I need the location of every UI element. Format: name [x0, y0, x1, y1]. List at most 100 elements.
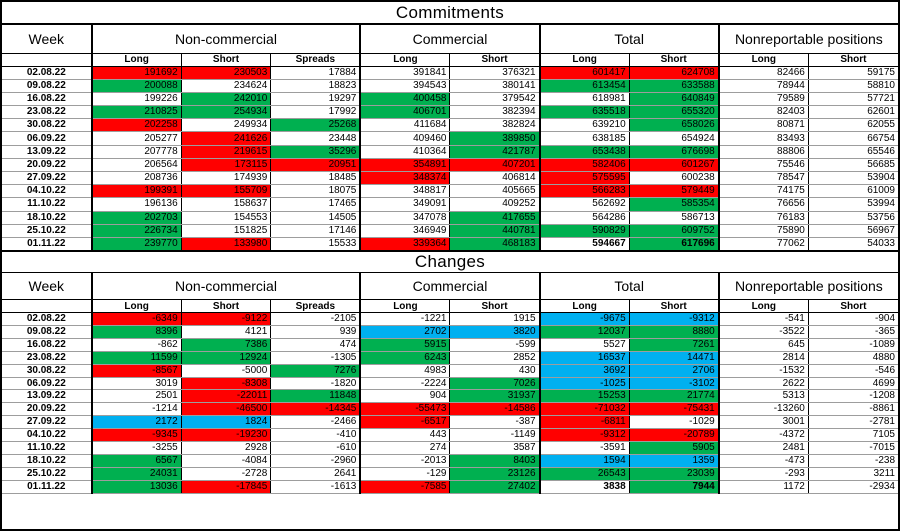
- value-cell: 12924: [181, 351, 272, 365]
- value-cell: 640849: [629, 92, 720, 107]
- value-cell: 653438: [539, 145, 630, 159]
- value-cell: 3692: [539, 364, 630, 378]
- value-cell: 440781: [449, 224, 541, 238]
- value-cell: -2013: [360, 454, 451, 468]
- value-cell: 202258: [91, 118, 182, 133]
- value-cell: 421787: [449, 145, 541, 159]
- value-cell: -2466: [270, 415, 362, 430]
- value-cell: 2172: [91, 415, 182, 430]
- group-header-noncommercial: Non-commercial: [91, 272, 362, 301]
- value-cell: 208736: [91, 171, 182, 186]
- col-header-nc-short: Short: [181, 53, 272, 67]
- value-cell: 658026: [629, 118, 720, 133]
- value-cell: -14586: [449, 402, 541, 417]
- group-header-commercial: Commercial: [360, 272, 541, 301]
- table-row: 06.09.22 3019 -8308 -1820 -2224 7026 -1025 -310…: [2, 377, 898, 391]
- col-header-nr-short: Short: [808, 299, 898, 314]
- value-cell: 226734: [91, 224, 182, 238]
- value-cell: -4084: [181, 454, 272, 468]
- value-cell: 5915: [360, 338, 451, 352]
- col-header-com-short: Short: [449, 53, 541, 67]
- value-cell: 199226: [91, 92, 182, 107]
- value-cell: 205277: [91, 131, 182, 146]
- col-header-nc-short: Short: [181, 299, 272, 314]
- value-cell: 2814: [718, 351, 809, 365]
- value-cell: 2706: [629, 364, 720, 378]
- changes-title: Changes: [2, 251, 898, 274]
- week-cell: 11.10.22: [2, 441, 93, 455]
- column-header-row: Long Short Spreads Long Short Long Short…: [2, 299, 898, 314]
- value-cell: -20789: [629, 428, 720, 443]
- value-cell: 410364: [360, 145, 451, 159]
- value-cell: 582406: [539, 158, 630, 173]
- table-row: 09.08.22 200088 234624 18823 394543 380141 613…: [2, 79, 898, 93]
- value-cell: -387: [449, 415, 541, 430]
- value-cell: 2501: [91, 389, 182, 404]
- value-cell: 56685: [808, 158, 898, 173]
- value-cell: 196136: [91, 197, 182, 212]
- value-cell: 474: [270, 338, 362, 352]
- value-cell: 639210: [539, 118, 630, 133]
- value-cell: -2934: [808, 480, 898, 494]
- value-cell: 8880: [629, 325, 720, 339]
- value-cell: 3001: [718, 415, 809, 430]
- value-cell: 234624: [181, 79, 272, 93]
- value-cell: 80871: [718, 118, 809, 133]
- table-row: 27.09.22 2172 1824 -2466 -6517 -387 -6811 -1029…: [2, 415, 898, 430]
- value-cell: 1172: [718, 480, 809, 494]
- week-cell: 16.08.22: [2, 338, 93, 352]
- value-cell: -14345: [270, 402, 362, 417]
- value-cell: 26543: [539, 467, 630, 481]
- value-cell: -55473: [360, 402, 451, 417]
- value-cell: 2852: [449, 351, 541, 365]
- week-cell: 06.09.22: [2, 377, 93, 391]
- value-cell: -9675: [539, 312, 630, 327]
- col-header-total-short: Short: [629, 299, 720, 314]
- table-row: 30.08.22 -8567 -5000 7276 4983 430 3692 2706 -15…: [2, 364, 898, 378]
- value-cell: 347078: [360, 211, 451, 225]
- value-cell: 6243: [360, 351, 451, 365]
- value-cell: 206564: [91, 158, 182, 173]
- value-cell: 18823: [270, 79, 362, 93]
- table-row: 02.08.22 -6349 -9122 -2105 -1221 1915 -9675 -93…: [2, 312, 898, 327]
- week-cell: 20.09.22: [2, 158, 93, 173]
- value-cell: 379542: [449, 92, 541, 107]
- value-cell: -6349: [91, 312, 182, 327]
- commitments-title: Commitments: [2, 2, 898, 25]
- value-cell: -7585: [360, 480, 451, 494]
- table-row: 23.08.22 210825 254934 17992 406701 382394 635…: [2, 105, 898, 120]
- table-row: 13.09.22 207778 219615 35296 410364 421787 653…: [2, 145, 898, 159]
- value-cell: -46500: [181, 402, 272, 417]
- group-header-nonreportable: Nonreportable positions: [718, 24, 898, 54]
- table-row: 04.10.22 199391 155709 18075 348817 405665 566…: [2, 184, 898, 199]
- table-row: 11.10.22 196136 158637 17465 349091 409252 562…: [2, 197, 898, 212]
- value-cell: 230503: [181, 66, 272, 80]
- value-cell: 676698: [629, 145, 720, 159]
- value-cell: -19230: [181, 428, 272, 443]
- value-cell: -2960: [270, 454, 362, 468]
- value-cell: 27402: [449, 480, 541, 494]
- value-cell: 35296: [270, 145, 362, 159]
- col-header-nc-long: Long: [91, 53, 182, 67]
- value-cell: 61009: [808, 184, 898, 199]
- value-cell: 5905: [629, 441, 720, 455]
- value-cell: 346949: [360, 224, 451, 238]
- table-row: 16.08.22 -862 7386 474 5915 -599 5527 7261 645 -1…: [2, 338, 898, 352]
- week-cell: 25.10.22: [2, 224, 93, 238]
- value-cell: -9312: [539, 428, 630, 443]
- value-cell: 76656: [718, 197, 809, 212]
- value-cell: 468183: [449, 237, 541, 252]
- value-cell: 633588: [629, 79, 720, 93]
- value-cell: 155709: [181, 184, 272, 199]
- week-cell: 13.09.22: [2, 389, 93, 404]
- value-cell: -7015: [808, 441, 898, 455]
- col-header-com-long: Long: [360, 299, 451, 314]
- value-cell: 75890: [718, 224, 809, 238]
- value-cell: 242010: [181, 92, 272, 107]
- value-cell: 74175: [718, 184, 809, 199]
- value-cell: 207778: [91, 145, 182, 159]
- week-cell: 20.09.22: [2, 402, 93, 417]
- week-cell: 23.08.22: [2, 351, 93, 365]
- value-cell: 21774: [629, 389, 720, 404]
